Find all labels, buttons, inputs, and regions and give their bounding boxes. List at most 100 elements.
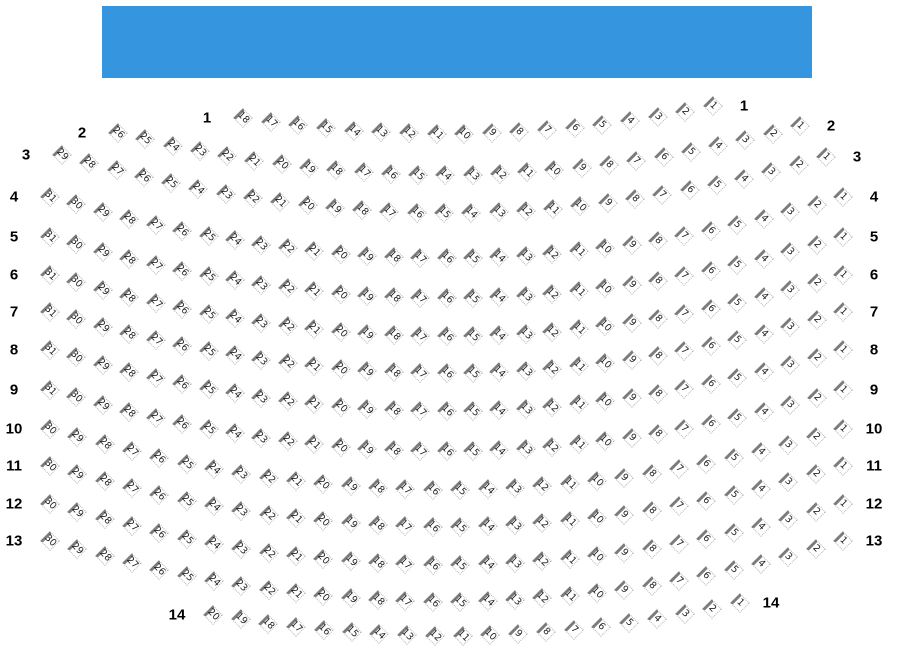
seat[interactable]: 17 xyxy=(286,617,307,638)
seat[interactable]: 1 xyxy=(833,339,853,360)
seat[interactable]: 13 xyxy=(515,285,536,306)
seat[interactable]: 14 xyxy=(489,400,510,420)
seat[interactable]: 18 xyxy=(383,246,404,267)
seat[interactable]: 8 xyxy=(648,345,668,366)
seat[interactable]: 29 xyxy=(67,538,88,559)
seat[interactable]: 26 xyxy=(172,298,193,319)
seat[interactable]: 26 xyxy=(133,167,154,188)
seat[interactable]: 12 xyxy=(398,123,419,144)
seat[interactable]: 11 xyxy=(452,625,473,646)
seat[interactable]: 13 xyxy=(515,438,536,459)
seat[interactable]: 3 xyxy=(674,604,695,624)
seat[interactable]: 27 xyxy=(122,553,142,574)
seat[interactable]: 19 xyxy=(357,360,378,381)
seat[interactable]: 26 xyxy=(172,413,193,434)
seat[interactable]: 11 xyxy=(559,511,580,532)
seat[interactable]: 26 xyxy=(149,559,170,580)
seat[interactable]: 21 xyxy=(304,319,325,340)
seat[interactable]: 28 xyxy=(119,401,140,422)
seat[interactable]: 11 xyxy=(568,319,589,340)
seat[interactable]: 7 xyxy=(537,120,558,140)
seat[interactable]: 3 xyxy=(778,509,799,530)
seat[interactable]: 6 xyxy=(564,117,585,138)
seat[interactable]: 2 xyxy=(702,598,723,619)
seat[interactable]: 22 xyxy=(277,431,298,452)
seat[interactable]: 20 xyxy=(203,604,223,625)
seat[interactable]: 23 xyxy=(231,575,252,596)
seat[interactable]: 18 xyxy=(326,160,347,181)
seat[interactable]: 6 xyxy=(700,335,721,356)
seat[interactable]: 9 xyxy=(614,579,635,600)
seat[interactable]: 10 xyxy=(595,431,615,452)
seat[interactable]: 6 xyxy=(700,298,721,319)
seat[interactable]: 5 xyxy=(723,560,744,580)
seat[interactable]: 17 xyxy=(410,362,430,383)
seat[interactable]: 27 xyxy=(145,408,166,428)
seat[interactable]: 21 xyxy=(304,241,325,262)
seat[interactable]: 31 xyxy=(40,264,60,285)
seat[interactable]: 13 xyxy=(504,553,525,574)
seat[interactable]: 15 xyxy=(463,440,483,461)
seat[interactable]: 1 xyxy=(833,264,853,285)
seat[interactable]: 13 xyxy=(397,625,418,646)
seat[interactable]: 21 xyxy=(286,508,306,529)
seat[interactable]: 10 xyxy=(480,625,501,646)
seat[interactable]: 23 xyxy=(251,274,272,295)
seat[interactable]: 10 xyxy=(586,508,607,529)
seat[interactable]: 13 xyxy=(371,122,392,143)
seat[interactable]: 7 xyxy=(674,266,695,286)
seat[interactable]: 29 xyxy=(67,501,88,522)
seat[interactable]: 16 xyxy=(436,363,457,383)
seat[interactable]: 14 xyxy=(489,325,510,345)
seat[interactable]: 11 xyxy=(568,241,589,262)
seat[interactable]: 17 xyxy=(410,287,430,308)
seat[interactable]: 21 xyxy=(304,394,325,415)
seat[interactable]: 13 xyxy=(515,323,536,344)
seat[interactable]: 4 xyxy=(646,608,667,629)
seat[interactable]: 26 xyxy=(172,373,193,394)
seat[interactable]: 7 xyxy=(674,341,695,361)
seat[interactable]: 19 xyxy=(340,588,361,609)
seat[interactable]: 9 xyxy=(614,504,635,525)
seat[interactable]: 25 xyxy=(176,453,197,474)
seat[interactable]: 17 xyxy=(395,516,416,537)
seat[interactable]: 7 xyxy=(626,151,647,171)
seat[interactable]: 19 xyxy=(340,513,361,534)
seat[interactable]: 3 xyxy=(780,317,801,337)
seat[interactable]: 29 xyxy=(92,279,113,300)
seat[interactable]: 16 xyxy=(436,288,457,308)
seat[interactable]: 11 xyxy=(568,281,589,302)
seat[interactable]: 9 xyxy=(621,387,642,408)
seat[interactable]: 19 xyxy=(357,285,378,306)
seat[interactable]: 10 xyxy=(586,583,607,604)
seat[interactable]: 24 xyxy=(204,570,224,591)
seat[interactable]: 7 xyxy=(669,496,689,516)
seat[interactable]: 10 xyxy=(595,316,615,337)
seat[interactable]: 10 xyxy=(595,391,615,412)
seat[interactable]: 25 xyxy=(176,528,197,549)
seat[interactable]: 4 xyxy=(753,361,774,382)
seat[interactable]: 18 xyxy=(383,361,404,382)
seat[interactable]: 1 xyxy=(833,301,853,322)
seat[interactable]: 1 xyxy=(833,379,853,400)
seat[interactable]: 31 xyxy=(40,339,60,360)
seat[interactable]: 21 xyxy=(304,434,325,455)
seat[interactable]: 10 xyxy=(454,123,475,144)
seat[interactable]: 24 xyxy=(204,458,224,479)
seat[interactable]: 27 xyxy=(145,215,166,235)
seat[interactable]: 1 xyxy=(730,592,750,613)
seat[interactable]: 27 xyxy=(145,368,166,388)
seat[interactable]: 5 xyxy=(727,293,748,314)
seat[interactable]: 8 xyxy=(648,383,668,404)
seat[interactable]: 10 xyxy=(586,546,607,567)
seat[interactable]: 8 xyxy=(641,463,662,484)
seat[interactable]: 25 xyxy=(198,265,219,286)
seat[interactable]: 6 xyxy=(653,146,674,167)
seat[interactable]: 25 xyxy=(198,340,219,361)
seat[interactable]: 30 xyxy=(66,387,87,408)
seat[interactable]: 19 xyxy=(357,323,378,344)
seat[interactable]: 10 xyxy=(586,471,607,492)
seat[interactable]: 8 xyxy=(641,538,662,559)
seat[interactable]: 25 xyxy=(198,378,219,399)
seat[interactable]: 8 xyxy=(648,423,668,444)
